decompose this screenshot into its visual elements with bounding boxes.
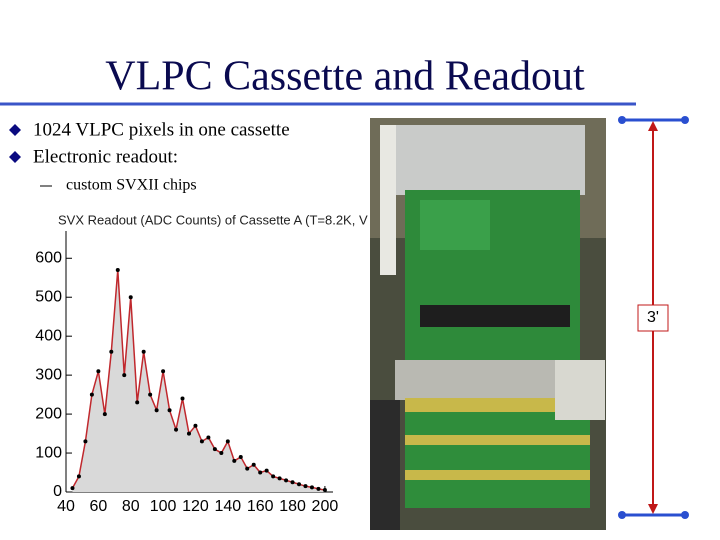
data-point xyxy=(238,454,243,459)
chart-title: SVX Readout (ADC Counts) of Cassette A (… xyxy=(58,212,368,227)
bullet-marker xyxy=(9,151,21,163)
data-point xyxy=(303,484,308,489)
inset-chart: SVX Readout (ADC Counts) of Cassette A (… xyxy=(35,212,368,515)
data-point xyxy=(309,485,314,490)
dimension-marker xyxy=(618,116,689,519)
x-tick-label: 200 xyxy=(312,498,339,515)
data-point xyxy=(167,408,172,413)
x-tick-label: 120 xyxy=(182,498,209,515)
data-point xyxy=(128,295,133,300)
data-point xyxy=(271,474,276,479)
data-point xyxy=(225,439,230,444)
data-point xyxy=(154,408,159,413)
x-tick-label: 80 xyxy=(122,498,140,515)
bullet: 1024 VLPC pixels in one cassette xyxy=(33,119,290,140)
data-point xyxy=(232,458,237,463)
data-point xyxy=(316,486,321,491)
slide-title: VLPC Cassette and Readout xyxy=(105,54,585,100)
data-point xyxy=(297,482,302,487)
x-tick-label: 180 xyxy=(279,498,306,515)
area xyxy=(72,269,325,492)
data-point xyxy=(212,447,217,452)
x-tick-label: 160 xyxy=(247,498,274,515)
sub-bullet: custom SVXII chips xyxy=(66,177,197,194)
data-point xyxy=(258,470,263,475)
data-point xyxy=(251,462,256,467)
data-point xyxy=(186,431,191,436)
y-tick-label: 100 xyxy=(35,444,62,461)
data-point xyxy=(206,435,211,440)
data-point xyxy=(264,468,269,473)
data-point xyxy=(122,373,127,378)
data-point xyxy=(89,392,94,397)
data-point xyxy=(135,400,140,405)
y-tick-label: 300 xyxy=(35,366,62,383)
data-point xyxy=(277,476,282,481)
y-tick-label: 200 xyxy=(35,405,62,422)
data-point xyxy=(102,412,107,417)
data-point xyxy=(83,439,88,444)
data-point xyxy=(180,396,185,401)
data-point xyxy=(284,478,289,483)
x-tick-label: 100 xyxy=(150,498,177,515)
y-tick-label: 500 xyxy=(35,288,62,305)
y-tick-label: 0 xyxy=(53,483,62,500)
y-tick-label: 400 xyxy=(35,327,62,344)
data-point xyxy=(199,439,204,444)
data-point xyxy=(161,369,166,374)
data-point xyxy=(290,480,295,485)
data-point xyxy=(245,466,250,471)
y-tick-label: 600 xyxy=(35,249,62,266)
data-point xyxy=(141,349,146,354)
photo xyxy=(370,118,606,530)
data-point xyxy=(109,349,114,354)
x-tick-label: 60 xyxy=(89,498,107,515)
dimension-label: 3' xyxy=(647,309,659,326)
data-point xyxy=(174,427,179,432)
data-point xyxy=(115,267,120,272)
data-point xyxy=(148,392,153,397)
x-tick-label: 140 xyxy=(214,498,241,515)
data-point xyxy=(76,474,81,479)
data-point xyxy=(96,369,101,374)
data-point xyxy=(193,423,198,428)
x-tick-label: 40 xyxy=(57,498,75,515)
data-point xyxy=(219,451,224,456)
bullet-marker xyxy=(9,124,21,136)
data-point xyxy=(322,488,327,493)
data-line xyxy=(71,269,326,491)
data-point xyxy=(70,486,75,491)
bullet: Electronic readout: xyxy=(33,146,178,167)
